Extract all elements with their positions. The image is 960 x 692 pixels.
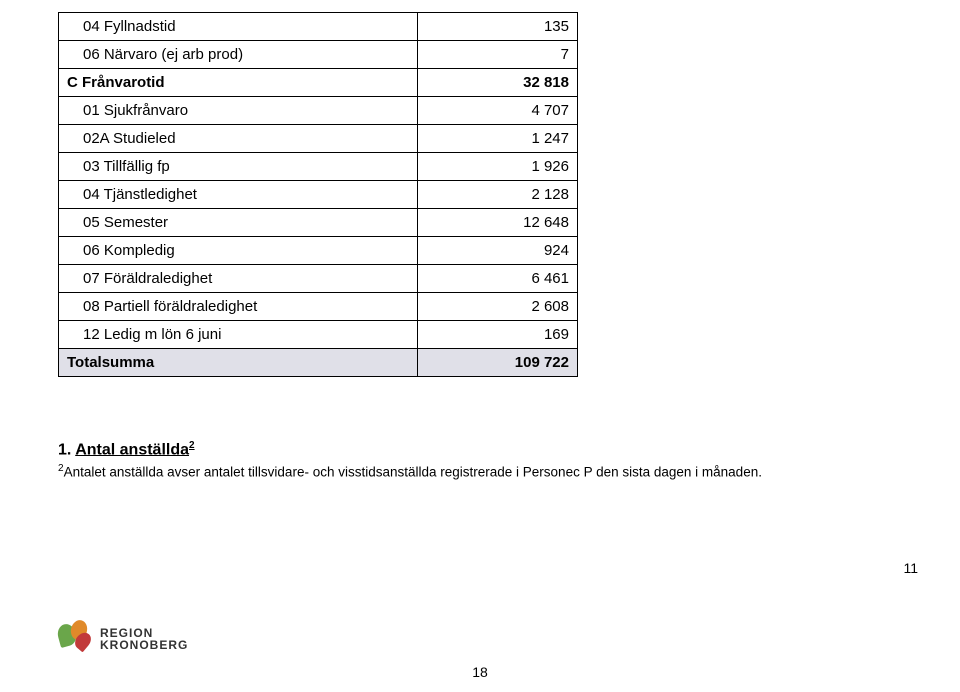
logo-mark-icon xyxy=(58,618,92,652)
row-label: 08 Partiell föräldraledighet xyxy=(59,293,418,321)
row-value: 1 926 xyxy=(418,153,578,181)
table-row: 06 Kompledig924 xyxy=(59,237,578,265)
heading-text: Antal anställda xyxy=(75,441,189,458)
page: 04 Fyllnadstid13506 Närvaro (ej arb prod… xyxy=(0,0,960,692)
table-row: 07 Föräldraledighet6 461 xyxy=(59,265,578,293)
table-row: 08 Partiell föräldraledighet2 608 xyxy=(59,293,578,321)
heading-number: 1. xyxy=(58,441,75,458)
row-value: 169 xyxy=(418,321,578,349)
row-value: 924 xyxy=(418,237,578,265)
table-row: 04 Tjänstledighet2 128 xyxy=(59,181,578,209)
data-table: 04 Fyllnadstid13506 Närvaro (ej arb prod… xyxy=(58,12,578,377)
table: 04 Fyllnadstid13506 Närvaro (ej arb prod… xyxy=(58,12,578,377)
row-value: 135 xyxy=(418,13,578,41)
row-value: 109 722 xyxy=(418,349,578,377)
row-label: 04 Fyllnadstid xyxy=(59,13,418,41)
table-row: Totalsumma109 722 xyxy=(59,349,578,377)
row-label: C Frånvarotid xyxy=(59,69,418,97)
row-value: 7 xyxy=(418,41,578,69)
logo-text: REGION KRONOBERG xyxy=(100,627,188,652)
table-row: 03 Tillfällig fp1 926 xyxy=(59,153,578,181)
row-label: 12 Ledig m lön 6 juni xyxy=(59,321,418,349)
table-row: 12 Ledig m lön 6 juni169 xyxy=(59,321,578,349)
row-label: 06 Kompledig xyxy=(59,237,418,265)
footnote: 2Antalet anställda avser antalet tillsvi… xyxy=(58,462,762,482)
table-row: 04 Fyllnadstid135 xyxy=(59,13,578,41)
row-value: 6 461 xyxy=(418,265,578,293)
table-row: C Frånvarotid32 818 xyxy=(59,69,578,97)
page-number-center: 18 xyxy=(0,664,960,680)
logo-line2: KRONOBERG xyxy=(100,639,188,652)
table-row: 02A Studieled1 247 xyxy=(59,125,578,153)
row-label: 04 Tjänstledighet xyxy=(59,181,418,209)
row-value: 2 608 xyxy=(418,293,578,321)
page-number-right: 11 xyxy=(903,560,918,576)
row-label: 01 Sjukfrånvaro xyxy=(59,97,418,125)
row-value: 12 648 xyxy=(418,209,578,237)
row-value: 32 818 xyxy=(418,69,578,97)
row-label: Totalsumma xyxy=(59,349,418,377)
section-heading: 1. Antal anställda2 xyxy=(58,440,195,459)
row-value: 2 128 xyxy=(418,181,578,209)
row-label: 06 Närvaro (ej arb prod) xyxy=(59,41,418,69)
table-row: 06 Närvaro (ej arb prod)7 xyxy=(59,41,578,69)
logo: REGION KRONOBERG xyxy=(58,618,208,652)
row-value: 1 247 xyxy=(418,125,578,153)
row-value: 4 707 xyxy=(418,97,578,125)
heading-sup: 2 xyxy=(189,440,195,451)
footnote-body: Antalet anställda avser antalet tillsvid… xyxy=(64,465,762,480)
row-label: 03 Tillfällig fp xyxy=(59,153,418,181)
row-label: 02A Studieled xyxy=(59,125,418,153)
row-label: 05 Semester xyxy=(59,209,418,237)
row-label: 07 Föräldraledighet xyxy=(59,265,418,293)
table-row: 05 Semester12 648 xyxy=(59,209,578,237)
table-row: 01 Sjukfrånvaro4 707 xyxy=(59,97,578,125)
